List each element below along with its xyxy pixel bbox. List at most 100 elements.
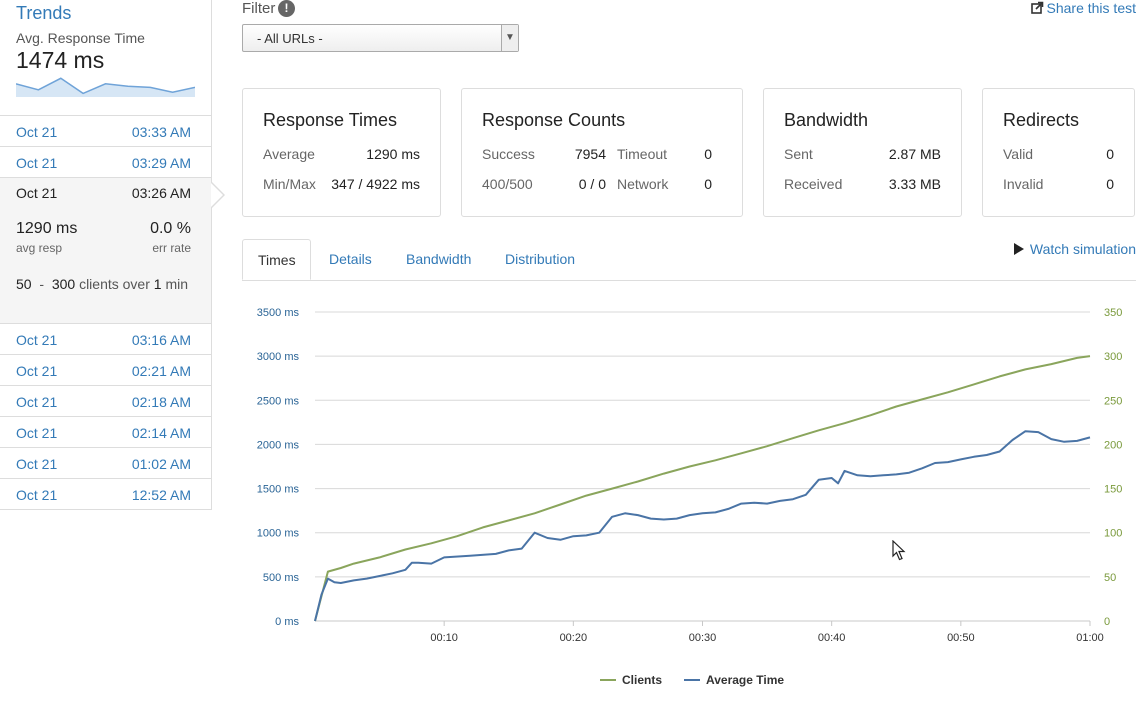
share-label: Share this test [1046,0,1137,16]
error-value: 0 / 0 [578,176,606,192]
run-time: 03:26 AM [131,185,191,201]
minmax-value: 347 / 4922 ms [331,176,420,192]
x-tick-label: 00:30 [689,632,717,644]
y-left-tick-label: 2500 ms [257,395,300,407]
y-left-tick-label: 0 ms [275,616,299,628]
run-item[interactable]: Oct 21 01:02 AM [0,447,211,478]
success-value: 7954 [574,146,606,162]
invalid-label: Invalid [1003,176,1044,192]
response-times-card: Response Times Average 1290 ms Min/Max 3… [242,88,441,217]
run-time: 03:33 AM [131,124,191,140]
watch-label: Watch simulation [1029,241,1136,257]
trends-sparkline [16,77,195,97]
sent-label: Sent [784,146,813,162]
selected-err-rate: 0.0 % [150,220,191,237]
valid-value: 0 [1106,146,1114,162]
y-left-tick-label: 1500 ms [257,484,300,496]
run-date: Oct 21 [16,185,58,201]
legend-label: Average Time [706,673,784,687]
valid-label: Valid [1003,146,1034,162]
clients-from: 50 [16,276,32,292]
received-label: Received [784,176,843,192]
network-value: 0 [704,176,712,192]
run-date: Oct 21 [16,332,58,348]
sent-value: 2.87 MB [888,146,941,162]
run-item[interactable]: Oct 21 12:52 AM [0,478,211,509]
run-date: Oct 21 [16,456,58,472]
run-item[interactable]: Oct 21 03:16 AM [0,323,211,354]
y-right-tick-label: 100 [1104,528,1122,540]
run-time: 02:14 AM [131,425,191,441]
x-tick-label: 00:10 [430,632,458,644]
run-date: Oct 21 [16,363,58,379]
received-value: 3.33 MB [888,176,941,192]
legend-label: Clients [622,673,662,687]
timeout-label: Timeout [617,146,668,162]
x-tick-label: 00:50 [947,632,975,644]
tab-divider [242,280,1136,281]
selected-arrow-icon [211,182,225,208]
y-right-tick-label: 350 [1104,307,1122,319]
share-link[interactable]: Share this test [1030,0,1137,16]
run-date: Oct 21 [16,425,58,441]
y-left-tick-label: 1000 ms [257,528,300,540]
run-date: Oct 21 [16,394,58,410]
y-right-tick-label: 50 [1104,572,1116,584]
run-item[interactable]: Oct 21 02:14 AM [0,416,211,447]
minmax-label: Min/Max [263,176,316,192]
card-title: Response Times [263,110,398,130]
mouse-cursor-icon [892,540,906,561]
series-line-clients [314,355,1091,622]
play-icon [1013,243,1024,255]
y-right-tick-label: 200 [1104,439,1122,451]
card-title: Bandwidth [784,110,869,130]
help-icon[interactable]: ! [278,0,295,17]
y-right-tick-label: 150 [1104,484,1122,496]
selected-avg-resp-label: avg resp [16,241,63,255]
selected-clients-summary: 50 - 300 clients over 1 min [16,274,191,294]
response-counts-card: Response Counts Success 7954 Timeout 0 4… [461,88,743,217]
trends-sidebar: Trends Avg. Response Time 1474 ms Oct 21… [0,0,225,510]
x-tick-label: 01:00 [1076,632,1104,644]
run-time: 02:18 AM [131,394,191,410]
sparkline-line [16,77,195,95]
y-left-tick-label: 3000 ms [257,351,300,363]
success-label: Success [482,146,535,162]
bandwidth-card: Bandwidth Sent 2.87 MB Received 3.33 MB [763,88,962,217]
y-right-tick-label: 250 [1104,395,1122,407]
duration: 1 [153,276,162,292]
url-filter-select[interactable]: - All URLs - ▼ [242,24,519,52]
network-label: Network [617,176,669,192]
tab-times[interactable]: Times [242,239,311,280]
run-date: Oct 21 [16,124,58,140]
timeout-value: 0 [704,146,712,162]
tab-details[interactable]: Details [329,251,372,267]
run-date: Oct 21 [16,155,58,171]
run-item[interactable]: Oct 21 02:21 AM [0,354,211,385]
run-item[interactable]: Oct 21 02:18 AM [0,385,211,416]
run-time: 03:29 AM [131,155,191,171]
run-time: 03:16 AM [131,332,191,348]
run-item-selected[interactable]: Oct 21 03:26 AM 1290 ms avg resp 0.0 % e… [0,177,225,323]
share-icon [1030,1,1043,14]
selected-err-rate-label: err rate [152,241,191,255]
tab-distribution[interactable]: Distribution [505,251,576,267]
y-right-tick-label: 0 [1104,616,1110,628]
duration-unit: min [165,276,189,292]
url-filter-value: - All URLs - [257,31,323,46]
card-title: Response Counts [482,110,626,130]
run-item[interactable]: Oct 21 03:29 AM [0,146,211,177]
selected-avg-resp: 1290 ms [16,220,78,237]
y-left-tick-label: 2000 ms [257,439,300,451]
run-list: Oct 21 03:33 AM Oct 21 03:29 AM Oct 21 0… [0,115,225,509]
filter-label: Filter [242,0,276,17]
trends-metric-value: 1474 ms [16,47,105,73]
tab-bandwidth[interactable]: Bandwidth [406,251,472,267]
trends-title[interactable]: Trends [16,3,72,23]
watch-simulation-link[interactable]: Watch simulation [1013,241,1136,257]
average-value: 1290 ms [366,146,420,162]
run-item[interactable]: Oct 21 03:33 AM [0,115,211,146]
y-left-tick-label: 3500 ms [257,307,300,319]
invalid-value: 0 [1106,176,1114,192]
